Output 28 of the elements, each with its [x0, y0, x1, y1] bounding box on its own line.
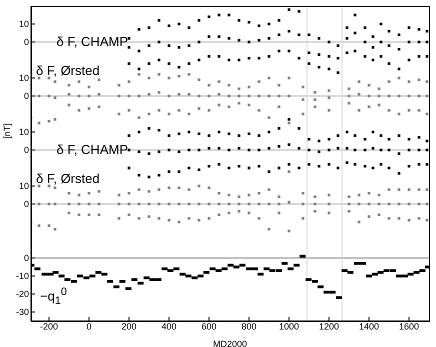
- y-tick-label: -30: [16, 307, 29, 318]
- x-tick-label: 600: [201, 321, 217, 332]
- y-tick-label: 10: [18, 73, 29, 84]
- x-tick-label: 800: [241, 321, 257, 332]
- x-tick-label: 200: [121, 321, 137, 332]
- series-label: δ F, Ørsted: [36, 170, 100, 188]
- x-axis-title: MD2000: [212, 339, 248, 347]
- series-label: δ F, CHAMP: [56, 33, 128, 51]
- y-axis-title: [nT]: [2, 123, 12, 139]
- y-tick-label: 0: [24, 37, 29, 48]
- x-tick-label: 1200: [318, 321, 340, 332]
- x-tick-label: -200: [40, 321, 58, 332]
- y-tick-label: -20: [16, 289, 29, 300]
- y-tick-label: -10: [16, 271, 29, 282]
- y-tick-label: 0: [24, 199, 29, 210]
- x-tick-label: 0: [86, 321, 92, 332]
- y-tick-label: 10: [18, 19, 29, 30]
- y-tick-label: 10: [18, 127, 29, 138]
- x-tick-label: 1600: [398, 321, 420, 332]
- x-tick-label: 1000: [278, 321, 300, 332]
- y-tick-label: 0: [24, 145, 29, 156]
- series-label: δ F, CHAMP: [56, 141, 128, 159]
- x-tick-label: 1400: [358, 321, 380, 332]
- x-tick-label: 400: [161, 321, 177, 332]
- y-tick-label: 10: [18, 181, 29, 192]
- y-tick-label: 0: [24, 253, 29, 264]
- y-tick-label: 0: [24, 91, 29, 102]
- series-label: δ F, Ørsted: [36, 62, 100, 80]
